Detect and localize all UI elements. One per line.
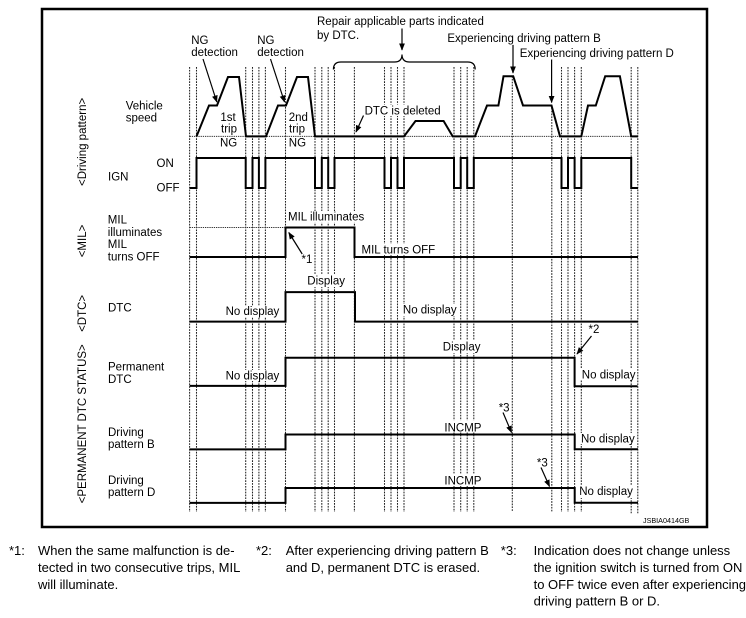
svg-text:DTC: DTC: [108, 374, 132, 386]
svg-text:the ignition switch is turned: the ignition switch is turned from ON: [534, 560, 743, 575]
svg-text:OFF: OFF: [157, 182, 180, 194]
svg-text:Permanent: Permanent: [108, 361, 165, 373]
svg-text:*1:: *1:: [9, 543, 25, 558]
svg-text:tected in two consecutive trip: tected in two consecutive trips, MIL: [38, 560, 240, 575]
svg-text:speed: speed: [126, 113, 157, 125]
svg-text:pattern D: pattern D: [108, 487, 155, 499]
svg-text:IGN: IGN: [108, 172, 128, 184]
svg-text:to OFF twice even after experi: to OFF twice even after experiencing: [534, 577, 746, 592]
svg-text:When the same malfunction is d: When the same malfunction is de-: [38, 543, 235, 558]
svg-text:Driving: Driving: [108, 427, 144, 439]
svg-text:No display: No display: [226, 306, 280, 318]
svg-text:NG: NG: [257, 35, 274, 47]
svg-text:illuminates: illuminates: [108, 227, 163, 239]
svg-text:*2: *2: [589, 324, 600, 336]
svg-text:NG: NG: [191, 35, 208, 47]
svg-text:*3:: *3:: [501, 543, 517, 558]
svg-text:Experiencing driving pattern D: Experiencing driving pattern D: [520, 48, 674, 60]
svg-text:After experiencing driving pat: After experiencing driving pattern B: [286, 543, 489, 558]
svg-text:No display: No display: [581, 434, 635, 446]
svg-text:DTC is deleted: DTC is deleted: [365, 106, 441, 118]
svg-text:Display: Display: [443, 342, 481, 354]
svg-text:2nd: 2nd: [289, 112, 308, 124]
svg-text:Indication does not change unl: Indication does not change unless: [534, 543, 731, 558]
svg-text:<DTC>: <DTC>: [77, 295, 89, 332]
svg-text:driving pattern B or D.: driving pattern B or D.: [534, 594, 660, 609]
svg-text:*3: *3: [499, 402, 510, 414]
svg-text:*3: *3: [537, 457, 548, 469]
svg-text:Experiencing driving pattern B: Experiencing driving pattern B: [447, 33, 601, 45]
svg-text:NG: NG: [220, 137, 237, 149]
svg-text:DTC: DTC: [108, 302, 132, 314]
svg-text:Repair applicable parts indica: Repair applicable parts indicated: [317, 16, 484, 28]
svg-text:INCMP: INCMP: [444, 476, 481, 488]
svg-text:detection: detection: [191, 47, 238, 59]
svg-text:JSBIA0414GB: JSBIA0414GB: [643, 516, 690, 525]
svg-text:MIL: MIL: [108, 239, 128, 251]
svg-text:will illuminate.: will illuminate.: [37, 577, 118, 592]
svg-text:*2:: *2:: [256, 543, 272, 558]
svg-text:No display: No display: [582, 370, 636, 382]
svg-text:Display: Display: [307, 276, 345, 288]
svg-text:by DTC.: by DTC.: [317, 30, 359, 42]
svg-text:MIL illuminates: MIL illuminates: [288, 212, 365, 224]
svg-text:<Driving pattern>: <Driving pattern>: [77, 98, 89, 186]
svg-text:trip: trip: [289, 124, 305, 136]
svg-text:MIL turns OFF: MIL turns OFF: [362, 245, 436, 257]
svg-text:Vehicle: Vehicle: [126, 100, 163, 112]
svg-text:1st: 1st: [220, 112, 236, 124]
svg-text:pattern B: pattern B: [108, 439, 155, 451]
svg-text:No display: No display: [579, 486, 633, 498]
svg-text:No display: No display: [403, 305, 457, 317]
svg-text:trip: trip: [221, 124, 237, 136]
svg-text:<PERMANENT DTC STATUS>: <PERMANENT DTC STATUS>: [77, 344, 89, 503]
svg-text:INCMP: INCMP: [444, 423, 481, 435]
svg-text:detection: detection: [257, 47, 304, 59]
svg-text:MIL: MIL: [108, 214, 128, 226]
svg-text:NG: NG: [289, 137, 306, 149]
svg-text:and D, permanent DTC is erased: and D, permanent DTC is erased.: [286, 560, 480, 575]
svg-text:*1: *1: [302, 254, 313, 266]
svg-text:No display: No display: [226, 371, 280, 383]
svg-text:Driving: Driving: [108, 475, 144, 487]
svg-text:<MIL>: <MIL>: [77, 224, 89, 257]
svg-text:turns OFF: turns OFF: [108, 252, 160, 264]
svg-text:ON: ON: [157, 158, 174, 170]
